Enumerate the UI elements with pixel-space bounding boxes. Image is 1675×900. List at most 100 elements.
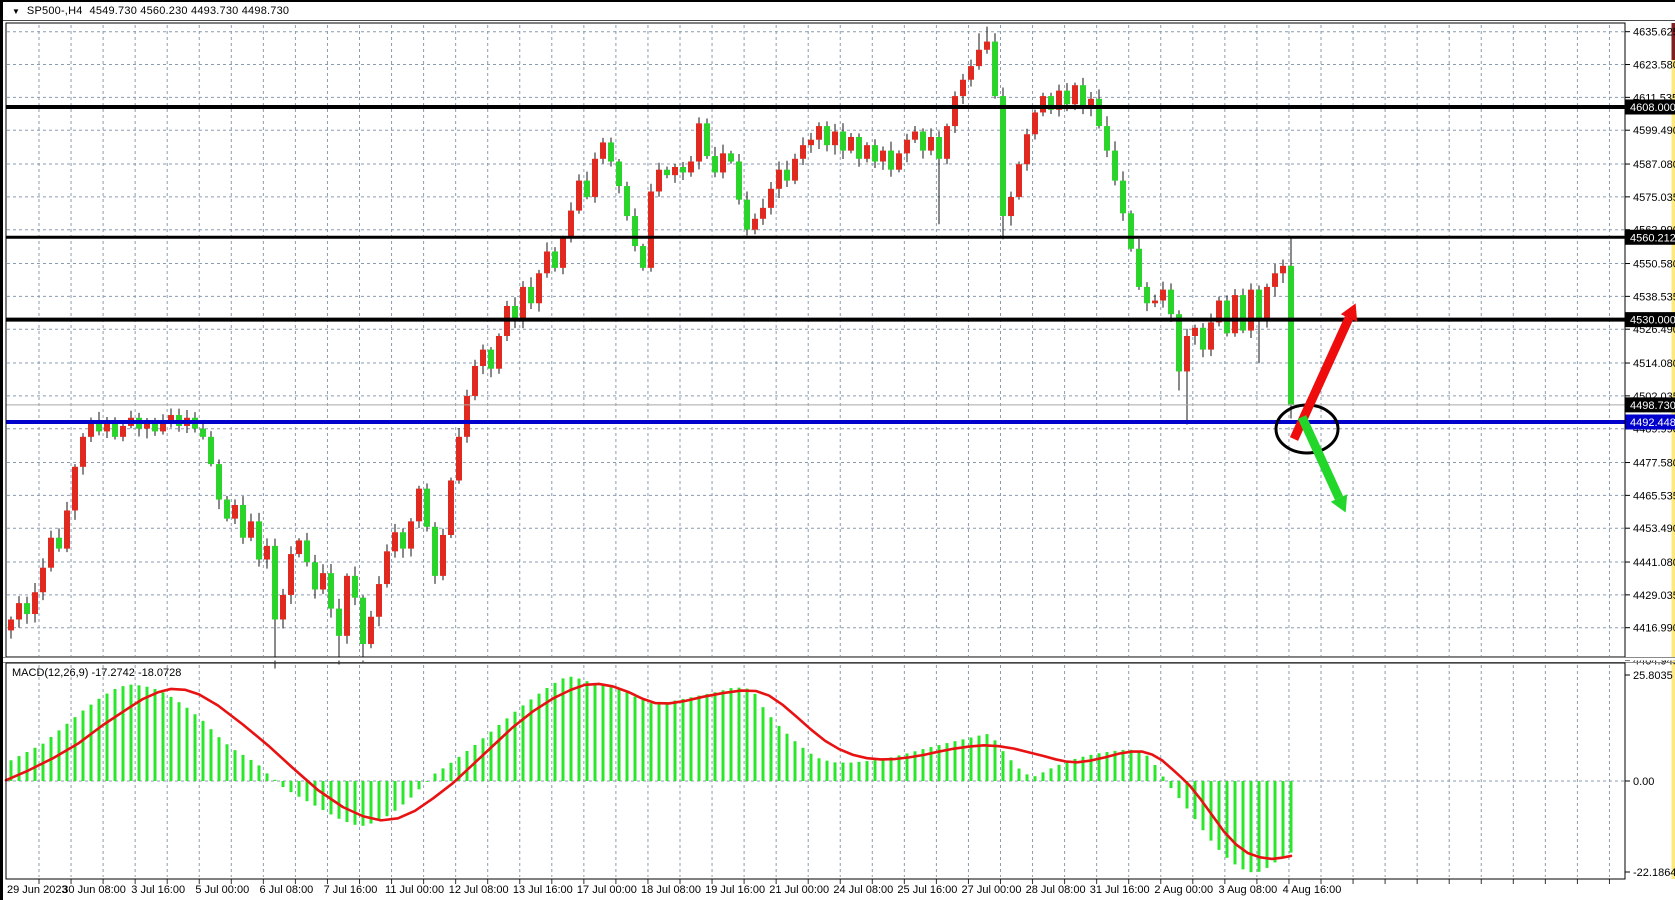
macd-histogram-bar	[369, 781, 373, 824]
candle-body	[456, 436, 462, 481]
macd-histogram-bar	[81, 710, 85, 781]
candle-body	[1096, 98, 1102, 127]
macd-histogram-bar	[1097, 753, 1101, 781]
candle-body	[304, 540, 310, 563]
macd-histogram-bar	[73, 717, 77, 781]
time-tick-label: 3 Aug 08:00	[1219, 884, 1278, 896]
macd-histogram-bar	[881, 758, 885, 781]
macd-histogram-bar	[241, 754, 245, 781]
macd-histogram-bar	[673, 700, 677, 781]
macd-histogram-bar	[1273, 781, 1277, 863]
candle-body	[344, 575, 350, 636]
macd-histogram-bar	[385, 781, 389, 817]
candle-body	[1176, 314, 1182, 372]
candle-body	[848, 136, 854, 151]
macd-histogram-bar	[809, 753, 813, 781]
down-arrow-head-icon	[1330, 494, 1348, 513]
ohlc-quote-label: 4549.730 4560.230 4493.730 4498.730	[89, 5, 290, 17]
price-tick-label: 4599.490	[1633, 125, 1675, 137]
candle-body	[280, 594, 286, 620]
macd-histogram-bar	[441, 768, 445, 781]
candle-body	[1136, 248, 1142, 287]
macd-histogram-bar	[993, 740, 997, 781]
macd-histogram-bar	[1265, 781, 1269, 868]
candle-body	[1088, 98, 1094, 107]
price-tick-label: 4635.625	[1633, 27, 1675, 39]
macd-scale-label: -22.1864	[1633, 867, 1675, 879]
macd-histogram-bar	[697, 695, 701, 781]
macd-scale-label: 25.8035	[1633, 670, 1673, 682]
candle-body	[216, 464, 222, 500]
scroll-strip-thumb[interactable]	[1671, 23, 1675, 60]
candle-body	[880, 150, 886, 162]
candle-body	[1128, 213, 1134, 249]
time-tick-label: 4 Aug 16:00	[1283, 884, 1342, 896]
candle-body	[1168, 289, 1174, 315]
macd-histogram-bar	[305, 781, 309, 802]
candle-body	[904, 139, 910, 154]
price-tick-label: 4526.490	[1633, 324, 1675, 336]
macd-histogram-bar	[1057, 764, 1061, 781]
candle-body	[440, 534, 446, 576]
candle-body	[376, 584, 382, 617]
macd-histogram-bar	[537, 693, 541, 781]
macd-histogram-bar	[489, 731, 493, 781]
candle-body	[168, 415, 174, 424]
macd-histogram-bar	[321, 781, 325, 811]
candle-body	[272, 545, 278, 620]
macd-histogram-bar	[1025, 774, 1029, 781]
time-tick-label: 28 Jul 08:00	[1026, 884, 1086, 896]
time-tick-label: 25 Jul 16:00	[897, 884, 957, 896]
price-level-label-box	[1625, 99, 1675, 115]
macd-histogram-bar	[513, 711, 517, 781]
macd-histogram-bar	[585, 681, 589, 781]
macd-histogram-bar	[1177, 781, 1181, 799]
candle-body	[824, 126, 830, 146]
symbol-dropdown-icon[interactable]: ▼	[12, 6, 20, 16]
macd-histogram-bar	[401, 781, 405, 805]
price-level-label: 4492.448	[1630, 417, 1675, 429]
macd-histogram-bar	[1169, 781, 1173, 789]
macd-histogram-bar	[1241, 781, 1245, 870]
candle-body	[424, 488, 430, 527]
candle-body	[1224, 300, 1230, 334]
macd-pane-border	[5, 662, 1626, 880]
macd-layer	[4, 676, 1293, 873]
candle-body	[608, 142, 614, 162]
candle-body	[736, 161, 742, 200]
price-tick-label: 4441.080	[1633, 557, 1675, 569]
candle-body	[1104, 126, 1110, 151]
chart-canvas[interactable]: 4635.6254623.5804611.5354599.4904587.080…	[3, 2, 1675, 900]
candle-body	[752, 218, 758, 230]
time-tick-label: 6 Jul 08:00	[259, 884, 313, 896]
candle-body	[1240, 295, 1246, 331]
macd-histogram-bar	[817, 758, 821, 781]
candle-body	[920, 131, 926, 151]
price-tick-label: 4477.580	[1633, 458, 1675, 470]
macd-histogram-bar	[9, 760, 13, 781]
macd-histogram-bar	[921, 749, 925, 781]
candle-body	[1040, 96, 1046, 113]
macd-histogram-bar	[961, 739, 965, 781]
macd-histogram-bar	[265, 773, 269, 781]
macd-histogram-bar	[97, 698, 101, 781]
macd-histogram-bar	[681, 698, 685, 781]
candle-body	[24, 603, 30, 615]
candle-body	[624, 186, 630, 217]
candle-body	[1192, 327, 1198, 336]
macd-histogram-bar	[657, 703, 661, 781]
time-tick-label: 30 Jun 08:00	[62, 884, 126, 896]
down-arrow-shaft[interactable]	[1297, 415, 1344, 500]
scroll-strip[interactable]	[1671, 23, 1675, 879]
candle-body	[224, 499, 230, 519]
candle-body	[744, 199, 750, 230]
macd-histogram-bar	[161, 692, 165, 781]
macd-histogram-bar	[177, 702, 181, 781]
candle-body	[256, 521, 262, 560]
candle-body	[768, 188, 774, 208]
macd-histogram-bar	[1033, 776, 1037, 781]
macd-histogram-bar	[985, 734, 989, 781]
candle-body	[632, 216, 638, 247]
candle-body	[760, 207, 766, 219]
